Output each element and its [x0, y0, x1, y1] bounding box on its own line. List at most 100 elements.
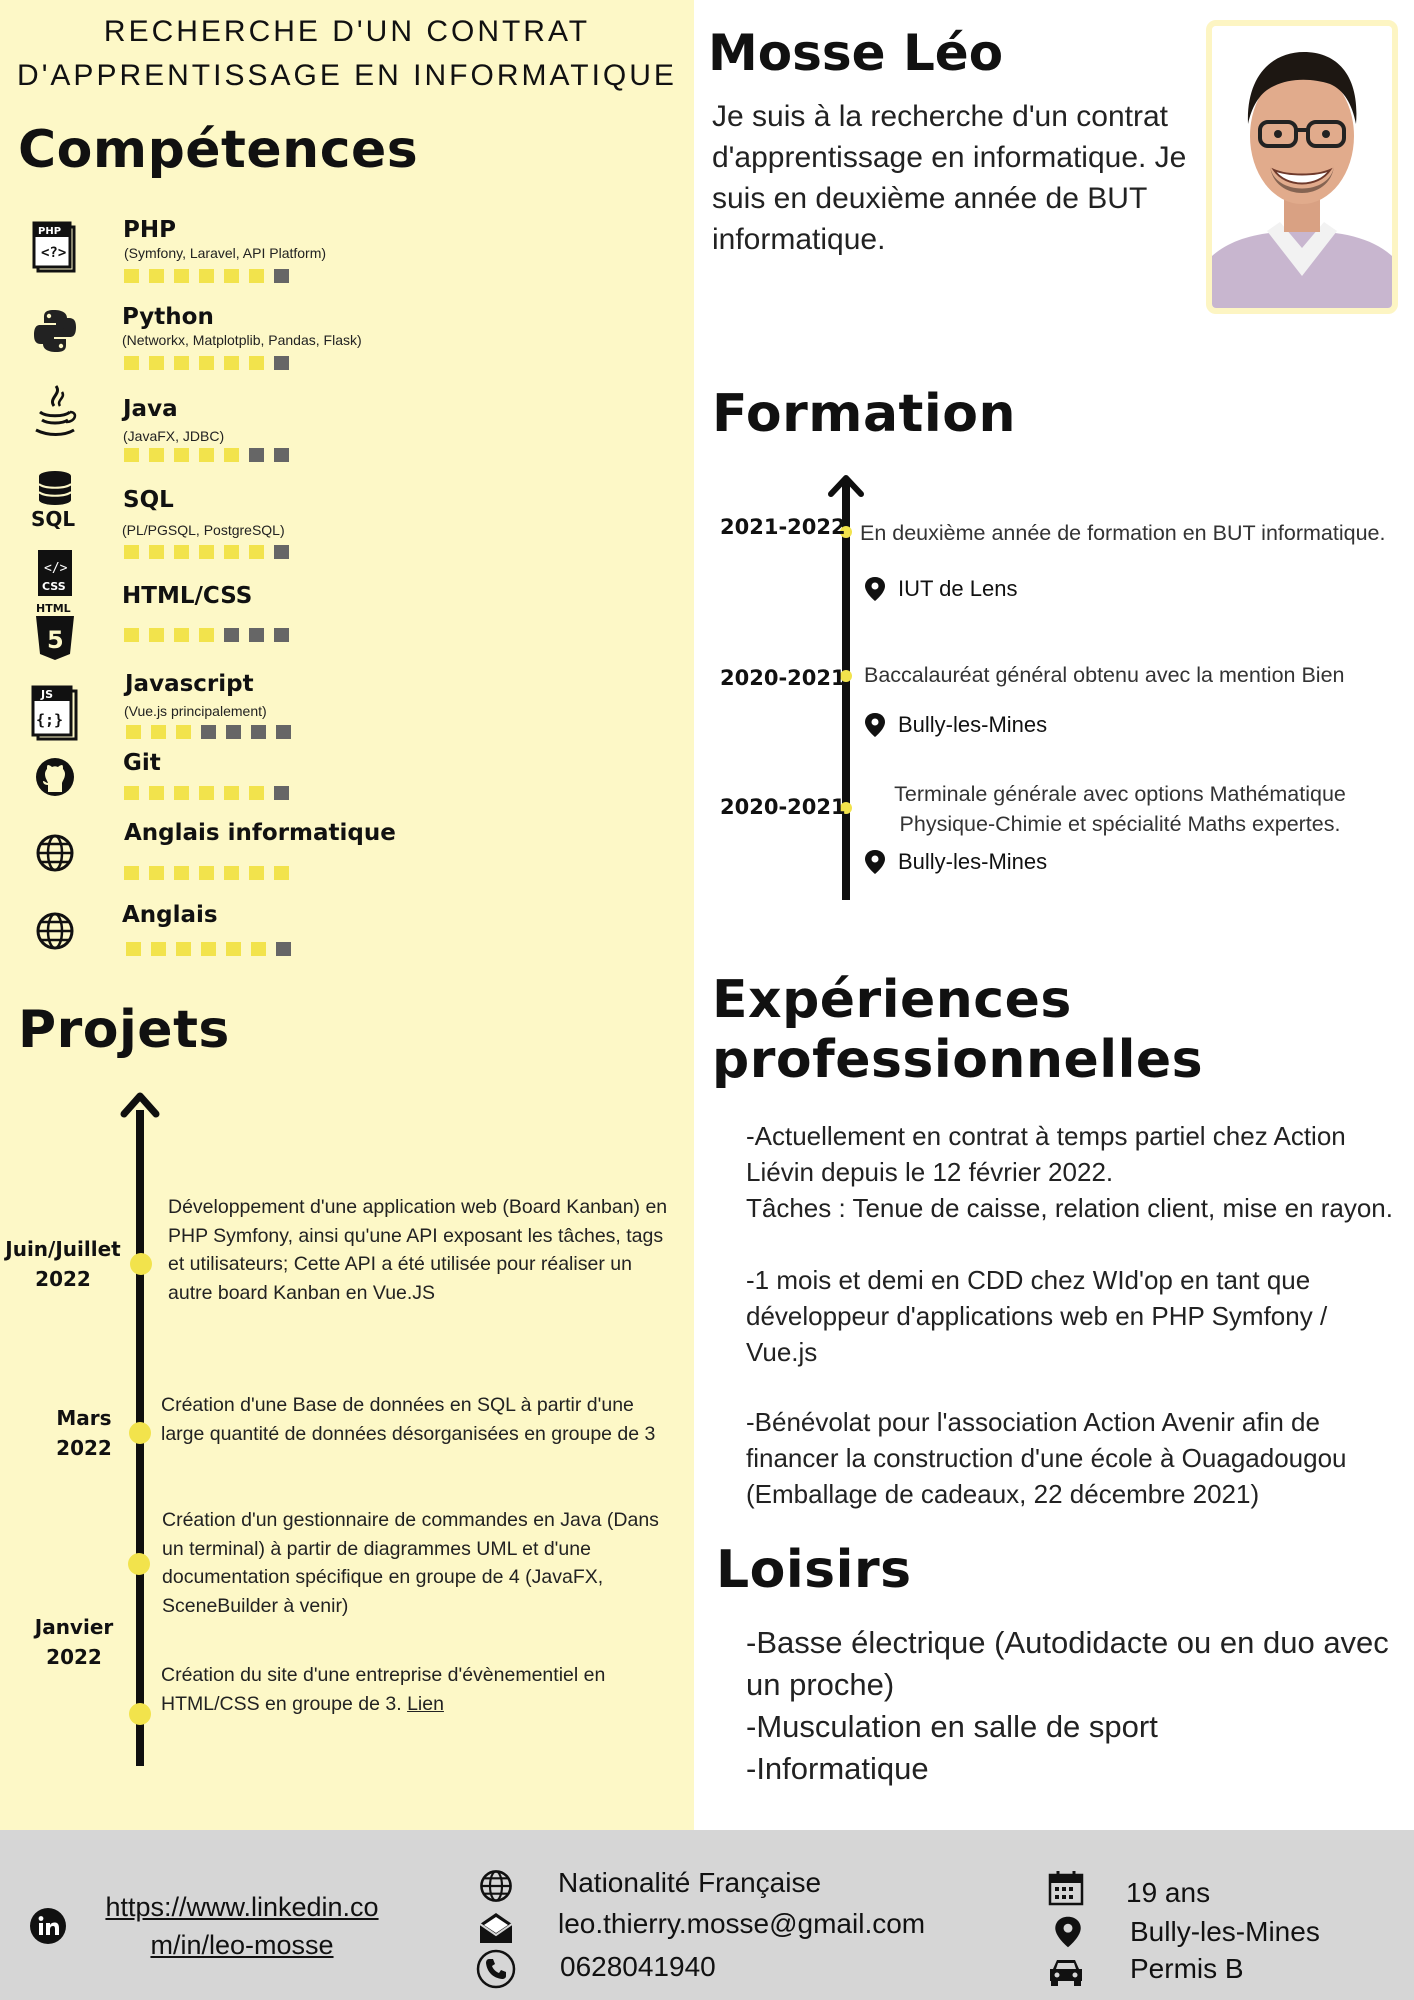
skill-level-python — [124, 356, 289, 370]
skill-name-javascript: Javascript — [125, 671, 254, 697]
skill-dot-filled — [126, 725, 141, 739]
skill-dot-empty — [201, 725, 216, 739]
education-description: En deuxième année de formation en BUT in… — [860, 521, 1386, 545]
experience-item: -Bénévolat pour l'association Action Ave… — [746, 1407, 1347, 1509]
project-date: Juin/Juillet 2022 — [5, 1237, 121, 1291]
skill-dot-filled — [174, 356, 189, 370]
svg-text:HTML: HTML — [36, 602, 71, 615]
svg-text:5: 5 — [47, 626, 64, 654]
intro-text: Je suis à la recherche d'un contrat d'ap… — [712, 100, 1187, 256]
linkedin-link[interactable]: https://www.linkedin.co m/in/leo-mosse — [105, 1892, 379, 1960]
project-kanban: Développement d'une application web (Boa… — [168, 1196, 668, 1304]
skill-dot-empty — [274, 448, 289, 462]
timeline-node — [840, 670, 852, 682]
education-date: 2020-2021 — [720, 795, 846, 819]
globe-icon — [28, 826, 82, 880]
phone-icon — [476, 1949, 516, 1989]
skill-dot-filled — [124, 545, 139, 559]
html-css-icon: </> CSS HTML 5 — [28, 548, 82, 664]
education-date: 2020-2021 — [720, 666, 846, 690]
skill-dot-filled — [174, 628, 189, 642]
github-icon — [28, 750, 82, 804]
envelope-icon — [476, 1908, 516, 1948]
education-place: Bully-les-Mines — [864, 712, 1047, 738]
skill-detail-java: (JavaFX, JDBC) — [123, 428, 225, 444]
java-icon — [28, 384, 82, 438]
left-column — [0, 0, 694, 1830]
javascript-file-icon: JS {;} — [28, 684, 82, 744]
location-pin-icon — [865, 850, 885, 874]
skill-dot-filled — [124, 786, 139, 800]
email[interactable]: leo.thierry.mosse@gmail.com — [558, 1908, 926, 1939]
skill-dot-filled — [124, 269, 139, 283]
skill-dot-filled — [249, 866, 264, 880]
skill-dot-empty — [224, 628, 239, 642]
skill-name-php: PHP — [123, 217, 176, 243]
skill-dot-filled — [274, 866, 289, 880]
skill-dot-empty — [249, 628, 264, 642]
skill-dot-filled — [199, 545, 214, 559]
skill-dot-filled — [149, 786, 164, 800]
skill-dot-filled — [199, 269, 214, 283]
skill-dot-filled — [224, 269, 239, 283]
skill-level-anglais — [126, 942, 291, 956]
project-event-website: Création du site d'une entreprise d'évèn… — [161, 1664, 606, 1715]
skill-dot-filled — [124, 448, 139, 462]
project-java-orders: Création d'un gestionnaire de commandes … — [162, 1509, 659, 1617]
leisure-title: Loisirs — [716, 1540, 912, 1600]
experience-title: Expériences professionnelles — [712, 970, 1204, 1090]
phone[interactable]: 0628041940 — [560, 1951, 716, 1982]
skill-dot-filled — [149, 628, 164, 642]
skill-detail-python: (Networkx, Matplotplib, Pandas, Flask) — [122, 332, 362, 348]
skill-detail-php: (Symfony, Laravel, API Platform) — [124, 245, 327, 261]
skill-dot-filled — [174, 448, 189, 462]
skill-dot-filled — [174, 786, 189, 800]
timeline-node — [840, 526, 852, 538]
skill-dot-filled — [199, 866, 214, 880]
skill-name-git: Git — [123, 750, 161, 776]
skill-name-anglais: Anglais — [122, 902, 218, 928]
skill-name-sql: SQL — [123, 487, 174, 513]
skill-dot-filled — [124, 866, 139, 880]
experience-item: -1 mois et demi en CDD chez WId'op en ta… — [746, 1265, 1328, 1367]
headline-line-2: D'APPRENTISSAGE EN INFORMATIQUE — [17, 59, 677, 92]
skill-name-html-css: HTML/CSS — [122, 583, 253, 609]
skill-dot-filled — [124, 628, 139, 642]
skill-level-html-css — [124, 628, 289, 642]
skill-dot-filled — [176, 942, 191, 956]
skill-dot-empty — [274, 628, 289, 642]
education-date: 2021-2022 — [720, 515, 846, 539]
svg-text:CSS: CSS — [42, 580, 66, 593]
timeline-arrow-icon — [828, 475, 864, 497]
leisure-list: -Basse électrique (Autodidacte ou en duo… — [746, 1625, 1389, 1786]
skill-dot-filled — [249, 786, 264, 800]
skill-dot-filled — [174, 866, 189, 880]
skill-dot-filled — [251, 942, 266, 956]
svg-text:JS: JS — [40, 688, 53, 701]
skill-dot-empty — [274, 356, 289, 370]
skill-dot-filled — [199, 786, 214, 800]
skill-dot-filled — [151, 942, 166, 956]
education-place: IUT de Lens — [864, 576, 1017, 602]
skill-dot-filled — [224, 356, 239, 370]
project-sql-database: Création d'une Base de données en SQL à … — [161, 1394, 656, 1445]
skill-dot-filled — [149, 356, 164, 370]
car-icon — [1046, 1952, 1086, 1992]
skill-name-java: Java — [123, 396, 178, 422]
skill-name-python: Python — [122, 304, 214, 330]
skill-dot-filled — [174, 545, 189, 559]
project-link[interactable]: Lien — [407, 1692, 444, 1715]
projects-title: Projets — [18, 1000, 230, 1060]
profile-photo — [1206, 20, 1398, 314]
svg-text:</>: </> — [44, 561, 68, 576]
svg-text:{;}: {;} — [36, 711, 63, 729]
footer — [0, 1830, 1414, 2000]
skill-level-php — [124, 269, 289, 283]
location-pin-icon — [865, 577, 885, 601]
candidate-name: Mosse Léo — [708, 24, 1004, 82]
skill-level-javascript — [126, 725, 291, 739]
skill-dot-filled — [249, 356, 264, 370]
age: 19 ans — [1126, 1877, 1211, 1908]
globe-icon — [28, 904, 82, 958]
linkedin-icon[interactable] — [28, 1906, 68, 1946]
